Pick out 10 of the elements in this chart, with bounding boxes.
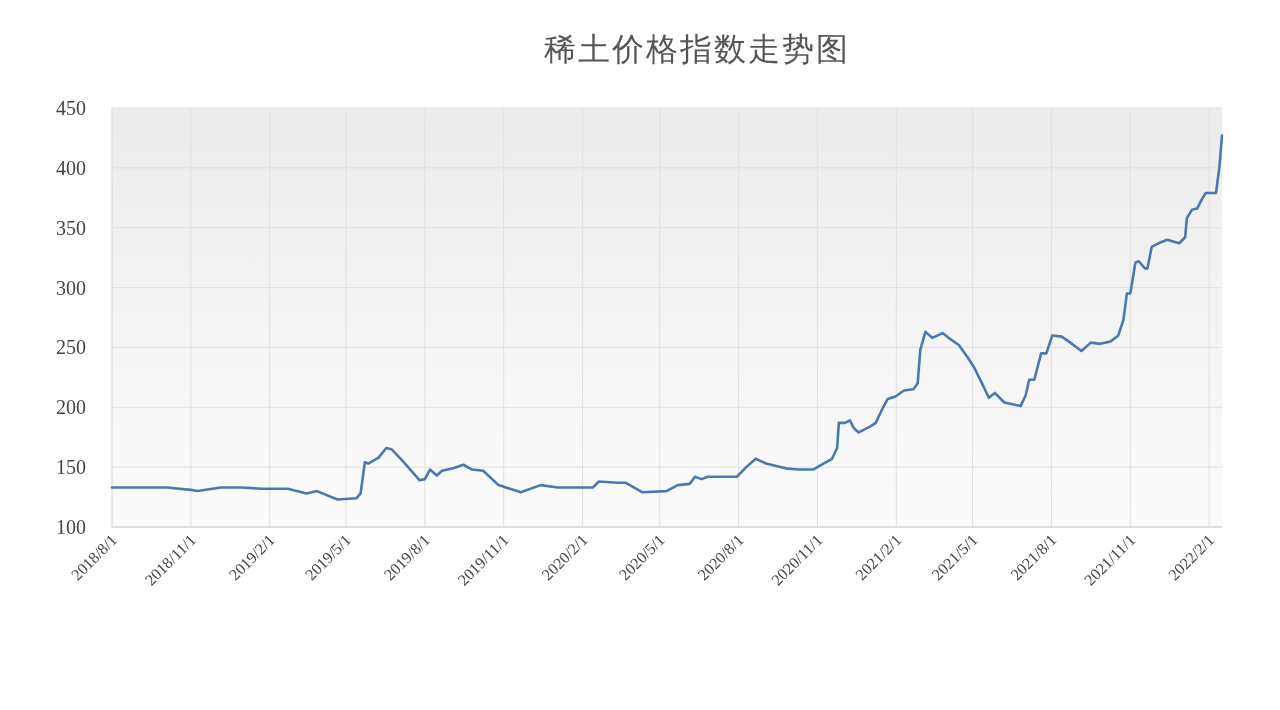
y-tick-label: 150: [56, 456, 86, 479]
y-tick-label: 250: [56, 336, 86, 359]
y-tick-label: 200: [56, 396, 86, 419]
y-tick-label: 450: [56, 97, 86, 119]
y-tick-label: 100: [56, 516, 86, 538]
line-series: [110, 134, 1224, 501]
y-tick-label: 400: [56, 156, 86, 179]
chart-title: 稀土价格指数走势图: [544, 31, 850, 67]
y-tick-label: 300: [56, 276, 86, 299]
y-tick-label: 350: [56, 216, 86, 239]
